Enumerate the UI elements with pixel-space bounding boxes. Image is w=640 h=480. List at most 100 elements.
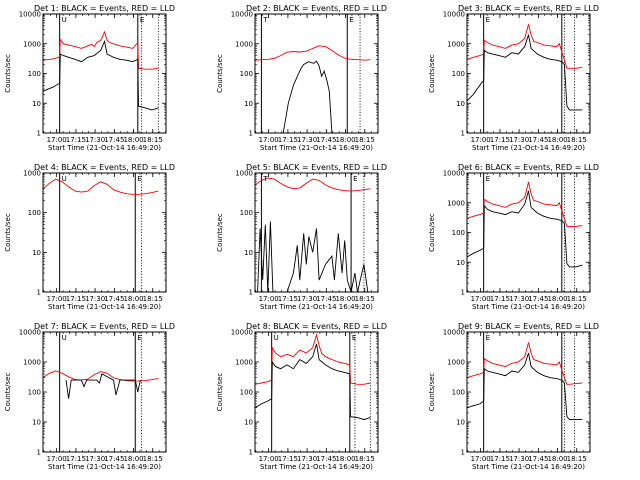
x-tick-label: 17:45	[316, 136, 336, 144]
x-tick-label: 17:15	[278, 136, 298, 144]
x-tick-label: 18:00	[335, 136, 355, 144]
x-tick-label: 18:15	[355, 455, 375, 463]
y-axis-label: Counts/sec	[216, 373, 224, 412]
y-tick-label: 10	[244, 249, 253, 257]
lld-series-line	[467, 24, 583, 69]
x-tick-label: 17:15	[490, 455, 510, 463]
x-tick-label: 17:00	[47, 295, 67, 303]
panel-det-9: Det 9: BLACK = Events, RED = LLD 1 10 100 10…	[428, 322, 599, 471]
x-tick-label: 17:15	[490, 295, 510, 303]
panel-title: Det 6: BLACK = Events, RED = LLD	[458, 163, 599, 172]
panel-title: Det 2: BLACK = Events, RED = LLD	[246, 4, 387, 13]
lld-series-line	[43, 370, 159, 382]
y-tick-label: 1	[461, 289, 465, 297]
x-tick-label: 17:30	[509, 455, 529, 463]
x-tick-label: 18:00	[547, 295, 567, 303]
x-tick-label: 18:15	[567, 295, 587, 303]
y-tick-label: 100	[28, 70, 41, 78]
y-axis-label: Counts/sec	[4, 54, 12, 93]
x-axis-label: Start Time (21-Oct-14 16:49:20)	[48, 144, 161, 152]
y-tick-label: 1	[461, 130, 465, 138]
x-tick-label: 17:00	[47, 455, 67, 463]
panel-title: Det 1: BLACK = Events, RED = LLD	[34, 4, 175, 13]
panel-title: Det 9: BLACK = Events, RED = LLD	[458, 322, 599, 331]
panel-title: Det 4: BLACK = Events, RED = LLD	[34, 163, 175, 172]
y-tick-label: 1	[249, 130, 253, 138]
y-tick-label: 10	[456, 259, 465, 267]
x-tick-label: 18:00	[335, 455, 355, 463]
panel-det-8: Det 8: BLACK = Events, RED = LLD 1 10 100 10…	[216, 322, 387, 471]
x-tick-label: 17:30	[509, 295, 529, 303]
x-tick-label: 17:45	[104, 136, 124, 144]
x-tick-label: 17:45	[528, 295, 548, 303]
event-marker-label: E	[137, 334, 141, 342]
x-tick-label: 17:15	[490, 136, 510, 144]
lld-series-line	[43, 30, 159, 70]
x-axis-label: Start Time (21-Oct-14 16:49:20)	[48, 303, 161, 311]
y-tick-label: 1000	[447, 199, 465, 207]
lld-series-line	[255, 333, 371, 385]
y-tick-label: 10000	[443, 329, 465, 337]
y-axis-label: Counts/sec	[428, 213, 436, 252]
y-tick-label: 100	[452, 389, 465, 397]
event-marker-label: E	[486, 334, 490, 342]
x-tick-label: 17:00	[259, 455, 279, 463]
lld-series-line	[255, 45, 371, 61]
x-tick-label: 17:30	[85, 295, 105, 303]
x-tick-label: 17:45	[316, 455, 336, 463]
y-tick-label: 1	[249, 449, 253, 457]
x-tick-label: 17:45	[104, 295, 124, 303]
y-tick-label: 10000	[19, 11, 41, 19]
x-tick-label: 18:15	[567, 136, 587, 144]
x-axis-label: Start Time (21-Oct-14 16:49:20)	[472, 463, 585, 471]
y-axis-label: Counts/sec	[4, 213, 12, 252]
y-tick-label: 100	[240, 209, 253, 217]
x-tick-label: 17:00	[471, 136, 491, 144]
events-series-line	[467, 352, 583, 421]
panel-title: Det 8: BLACK = Events, RED = LLD	[246, 322, 387, 331]
events-series-line	[255, 343, 371, 421]
x-tick-label: 17:45	[316, 295, 336, 303]
y-tick-label: 1	[249, 289, 253, 297]
y-tick-label: 10	[244, 419, 253, 427]
y-axis-label: Counts/sec	[216, 213, 224, 252]
events-series-line	[257, 221, 369, 292]
y-tick-label: 10	[32, 419, 41, 427]
y-tick-label: 10000	[231, 11, 253, 19]
y-tick-label: 1000	[447, 40, 465, 48]
lld-series-line	[255, 177, 371, 192]
event-marker-label: T	[262, 16, 268, 24]
panel-det-5: Det 5: BLACK = Events, RED = LLD 1 10 100 10…	[216, 163, 387, 311]
x-axis-label: Start Time (21-Oct-14 16:49:20)	[472, 303, 585, 311]
lld-series-line	[43, 178, 159, 195]
x-tick-label: 17:00	[259, 295, 279, 303]
y-tick-label: 10	[32, 249, 41, 257]
x-tick-label: 18:00	[547, 136, 567, 144]
lld-series-line	[467, 181, 583, 227]
y-tick-label: 1000	[235, 359, 253, 367]
x-axis-label: Start Time (21-Oct-14 16:49:20)	[260, 303, 373, 311]
y-axis-label: Counts/sec	[428, 373, 436, 412]
event-marker-label: E	[353, 175, 357, 183]
event-marker-label: E	[137, 175, 141, 183]
y-tick-label: 10000	[231, 329, 253, 337]
event-marker-label: E	[486, 16, 490, 24]
x-tick-label: 17:15	[66, 295, 86, 303]
y-tick-label: 10000	[19, 329, 41, 337]
plot-frame	[254, 172, 379, 293]
events-series-line	[467, 190, 583, 268]
x-tick-label: 17:30	[85, 455, 105, 463]
event-marker-label: U	[274, 334, 279, 342]
panel-title: Det 7: BLACK = Events, RED = LLD	[34, 322, 175, 331]
y-tick-label: 10	[456, 419, 465, 427]
panel-det-3: Det 3: BLACK = Events, RED = LLD 1 10 100 10…	[428, 4, 599, 152]
event-marker-label: T	[262, 175, 268, 183]
y-tick-label: 10000	[443, 170, 465, 178]
y-tick-label: 10000	[443, 11, 465, 19]
events-series-line	[467, 34, 583, 111]
panel-det-7: Det 7: BLACK = Events, RED = LLD 1 10 100 10…	[4, 322, 175, 471]
x-tick-label: 18:15	[143, 455, 163, 463]
events-series-line	[43, 39, 159, 111]
